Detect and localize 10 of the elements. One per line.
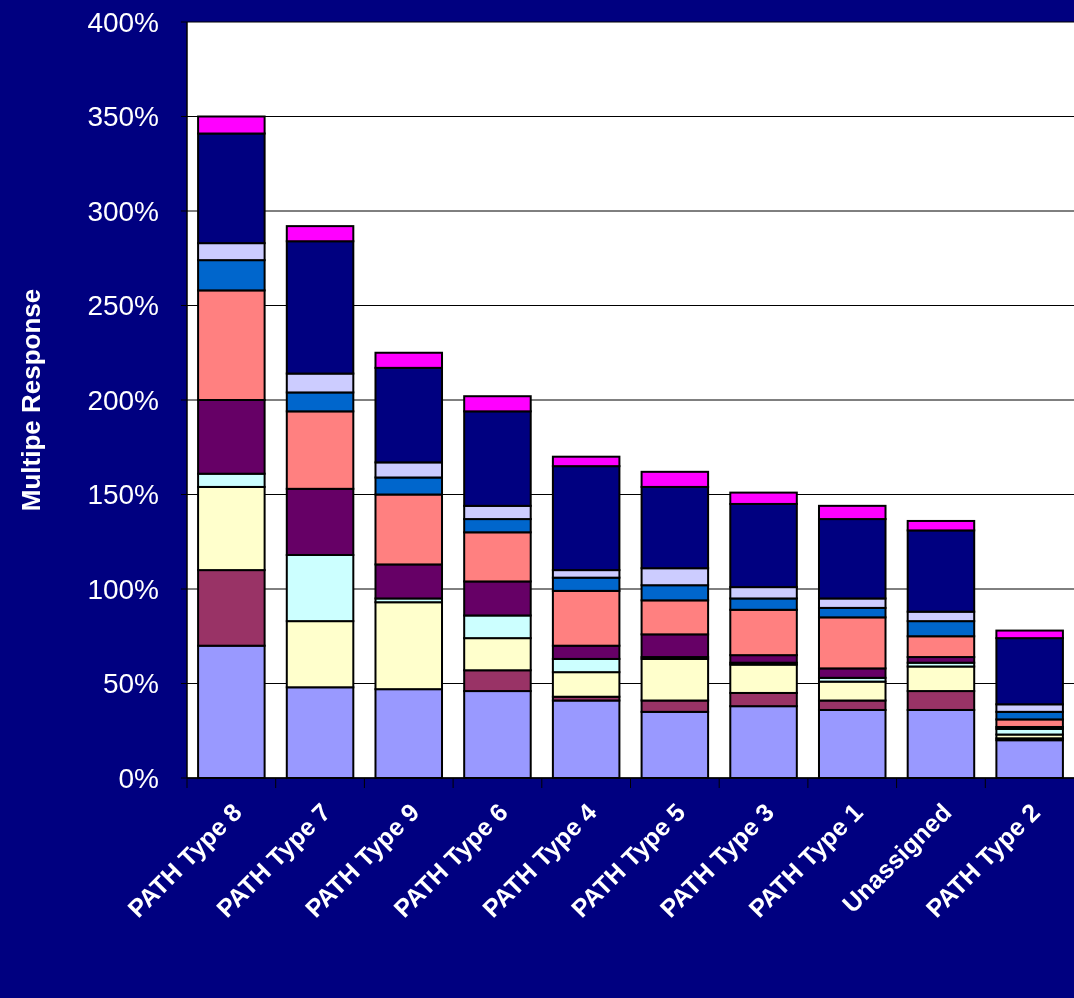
y-axis-title: Multipe Response <box>16 288 46 512</box>
y-tick-label: 0% <box>118 762 159 794</box>
y-tick-label: 150% <box>87 479 159 511</box>
y-tick-label: 200% <box>87 384 159 416</box>
y-tick-label: 250% <box>87 290 159 322</box>
y-tick-label: 350% <box>87 101 159 133</box>
y-tick-label: 400% <box>87 6 159 38</box>
y-tick-label: 50% <box>102 668 159 700</box>
y-tick-label: 300% <box>87 195 159 227</box>
y-tick-label: 100% <box>87 573 159 605</box>
